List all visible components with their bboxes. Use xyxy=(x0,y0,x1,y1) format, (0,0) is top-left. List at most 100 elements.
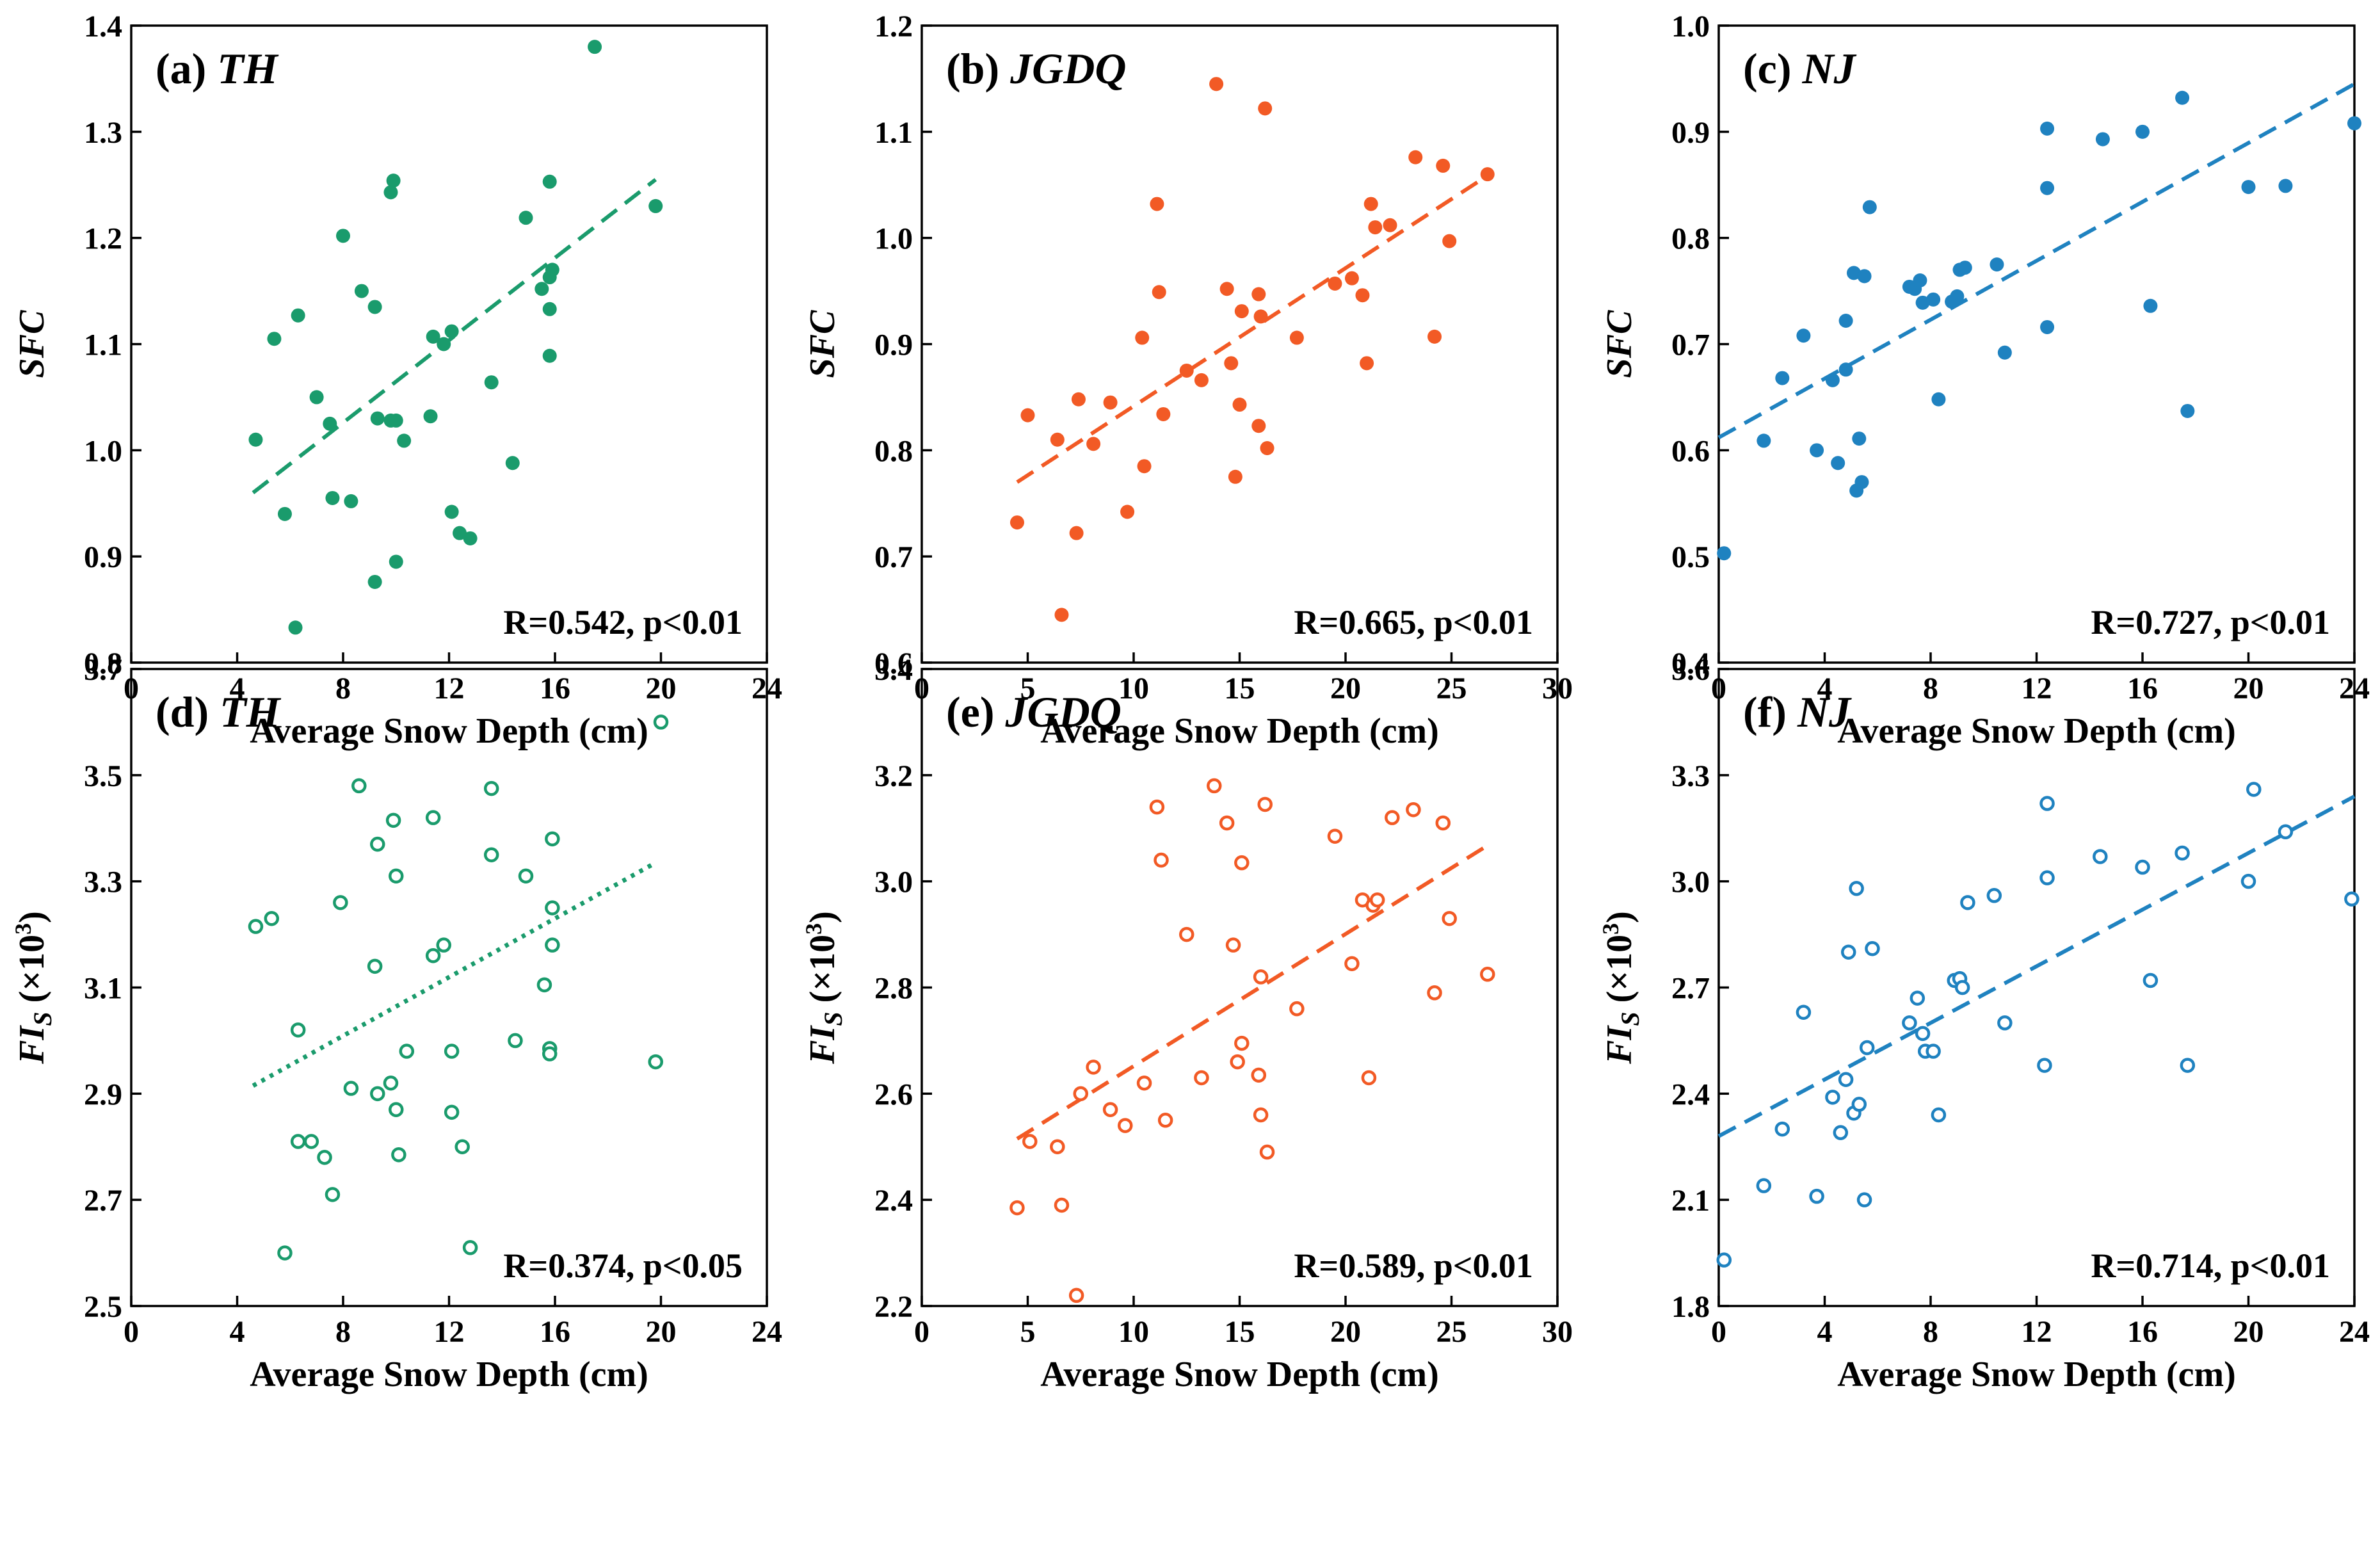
data-point xyxy=(542,174,557,189)
data-point xyxy=(1852,431,1867,446)
data-point xyxy=(248,432,263,447)
y-tick-label: 2.6 xyxy=(874,1077,913,1111)
x-tick-label: 25 xyxy=(1436,672,1467,705)
data-point xyxy=(1915,295,1930,310)
data-point xyxy=(1926,1044,1941,1059)
data-point xyxy=(508,1033,523,1049)
y-tick-label: 0.8 xyxy=(874,434,913,468)
x-tick-label: 16 xyxy=(540,672,570,705)
data-point xyxy=(323,416,337,431)
y-tick-label: 0.8 xyxy=(1671,222,1710,256)
data-point xyxy=(1427,985,1442,1001)
data-point xyxy=(545,937,560,953)
data-point xyxy=(385,812,401,828)
data-point xyxy=(1960,895,1975,910)
data-point xyxy=(1840,944,1856,960)
y-tick-label: 1.2 xyxy=(874,10,913,44)
stat-annotation: R=0.714, p<0.01 xyxy=(2091,1246,2330,1285)
y-tick-label: 1.0 xyxy=(1671,10,1710,44)
stat-annotation: R=0.374, p<0.05 xyxy=(503,1246,743,1285)
data-point xyxy=(1258,101,1273,116)
data-point xyxy=(1360,356,1374,371)
data-point xyxy=(2040,121,2055,136)
x-tick-label: 10 xyxy=(1118,672,1149,705)
data-point xyxy=(2039,870,2055,885)
x-tick-label: 12 xyxy=(2022,1315,2052,1349)
y-tick-label: 2.4 xyxy=(874,1184,913,1218)
data-point xyxy=(1849,880,1864,896)
y-axis-label: FIS (×103) xyxy=(801,911,848,1065)
y-tick-label: 2.2 xyxy=(874,1290,913,1324)
data-point xyxy=(1427,329,1442,344)
data-point xyxy=(303,1134,319,1149)
data-point xyxy=(1219,282,1234,296)
data-point xyxy=(444,1104,460,1120)
x-tick-label: 20 xyxy=(2233,672,2264,705)
data-point xyxy=(1838,362,1853,377)
data-point xyxy=(389,554,403,569)
x-tick-label: 24 xyxy=(2339,1315,2370,1349)
data-point xyxy=(1207,778,1222,794)
data-point xyxy=(1136,1076,1152,1091)
data-point xyxy=(519,211,533,225)
stat-annotation: R=0.665, p<0.01 xyxy=(1294,603,1533,641)
regression-line xyxy=(1016,843,1491,1141)
data-point xyxy=(1253,969,1269,985)
data-point xyxy=(423,409,438,424)
data-point xyxy=(1717,546,1732,561)
x-tick-label: 20 xyxy=(646,672,677,705)
data-point xyxy=(1009,515,1024,530)
data-point xyxy=(1071,392,1086,407)
y-tick-label: 3.3 xyxy=(84,866,122,899)
data-point xyxy=(1194,373,1209,387)
data-point xyxy=(1913,273,1927,287)
data-point xyxy=(2039,796,2055,811)
data-point xyxy=(2175,845,2190,861)
x-axis-label: Average Snow Depth (cm) xyxy=(1040,1355,1439,1394)
y-tick-label: 3.0 xyxy=(874,866,913,899)
data-point xyxy=(1050,432,1065,447)
y-tick-label: 0.5 xyxy=(1671,540,1710,574)
data-point xyxy=(1253,309,1268,324)
data-point xyxy=(1865,940,1880,956)
stat-annotation: R=0.542, p<0.01 xyxy=(503,603,743,641)
x-axis-label: Average Snow Depth (cm) xyxy=(1040,711,1439,751)
data-point xyxy=(454,1139,470,1154)
x-tick-label: 16 xyxy=(540,1315,570,1349)
data-point xyxy=(1809,1188,1824,1204)
data-point xyxy=(397,433,412,448)
data-point xyxy=(1856,1192,1872,1207)
panel-title: (e) JGDQ xyxy=(946,688,1122,736)
panel-title: (d) TH xyxy=(156,688,282,736)
data-point xyxy=(1796,1004,1812,1020)
y-tick-label: 3.5 xyxy=(84,759,122,793)
data-point xyxy=(2180,403,2195,418)
data-point xyxy=(653,714,669,730)
data-point xyxy=(370,411,385,426)
data-point xyxy=(1862,200,1877,214)
data-point xyxy=(1383,218,1397,232)
data-point xyxy=(1775,371,1790,385)
y-tick-label: 2.9 xyxy=(84,1077,122,1111)
data-point xyxy=(648,198,663,213)
data-point xyxy=(1910,990,1926,1006)
data-point xyxy=(1931,1107,1947,1123)
y-axis-label: SFC xyxy=(1600,310,1639,378)
y-tick-label: 0.4 xyxy=(1671,647,1710,681)
data-point xyxy=(1344,271,1359,286)
data-point xyxy=(1073,1086,1088,1102)
y-tick-label: 2.5 xyxy=(84,1290,122,1324)
x-tick-label: 20 xyxy=(1330,1315,1361,1349)
y-tick-label: 0.9 xyxy=(1671,116,1710,150)
panel-a: 0 4 8 12 16 20 240.80.91.01.11.21.31.4Average … xyxy=(12,10,782,751)
data-point xyxy=(545,262,559,277)
regression-line xyxy=(252,178,657,495)
data-point xyxy=(2241,180,2256,195)
data-point xyxy=(325,1187,341,1202)
data-point xyxy=(1054,608,1069,622)
y-tick-label: 1.3 xyxy=(84,116,122,150)
data-point xyxy=(344,494,358,508)
data-point xyxy=(399,1044,415,1059)
data-point xyxy=(1931,392,1946,407)
